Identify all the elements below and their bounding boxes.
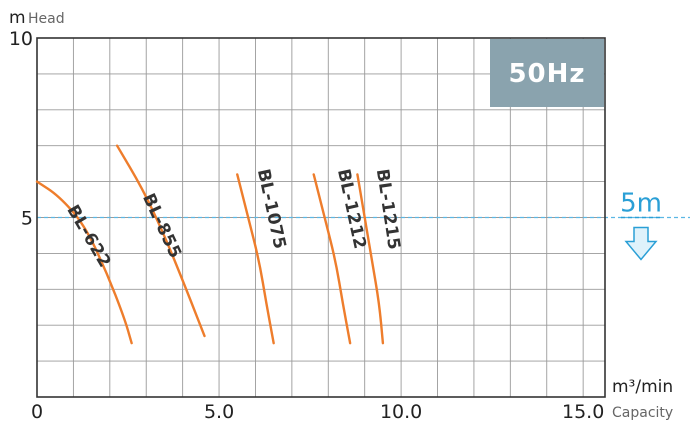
curve-label-bl-855: BL-855 bbox=[138, 191, 185, 262]
y-unit-label: m bbox=[9, 8, 26, 28]
curve-bl-1075 bbox=[236, 173, 275, 345]
curve-bl-1212 bbox=[312, 173, 352, 345]
curve-labels: BL-622 BL-855 BL-1075 BL-1212 BL-1215 bbox=[62, 167, 403, 271]
curve-bl-622 bbox=[35, 180, 133, 345]
tick-labels: 0 5.0 10.0 15.0 5 10 bbox=[9, 28, 604, 423]
x-tick-label: 0 bbox=[31, 401, 43, 423]
down-arrow-icon bbox=[624, 226, 658, 261]
x-tick-label: 10.0 bbox=[380, 401, 422, 423]
x-tick-label: 15.0 bbox=[562, 401, 604, 423]
frequency-badge-background bbox=[490, 39, 604, 107]
curve-label-bl-1215: BL-1215 bbox=[372, 168, 404, 252]
curve-bl-855 bbox=[115, 144, 206, 338]
frequency-badge: 50Hz bbox=[490, 39, 604, 107]
grid bbox=[37, 38, 605, 397]
y-tick-label: 10 bbox=[9, 28, 33, 50]
curve-label-bl-622: BL-622 bbox=[62, 202, 114, 272]
curve-label-bl-1075: BL-1075 bbox=[253, 167, 290, 251]
y-tick-label: 5 bbox=[21, 208, 33, 230]
x-axis-label: Capacity bbox=[612, 405, 673, 421]
reference-label: 5m bbox=[620, 189, 662, 219]
x-unit-label: m³/min bbox=[612, 377, 673, 397]
curves bbox=[35, 144, 385, 345]
frequency-badge-label: 50Hz bbox=[508, 59, 585, 89]
y-axis-label: Head bbox=[28, 11, 65, 27]
reference-marker: 5m bbox=[620, 189, 662, 261]
curve-bl-1215 bbox=[356, 173, 385, 345]
plot-frame bbox=[36, 37, 606, 398]
x-tick-label: 5.0 bbox=[204, 401, 234, 423]
